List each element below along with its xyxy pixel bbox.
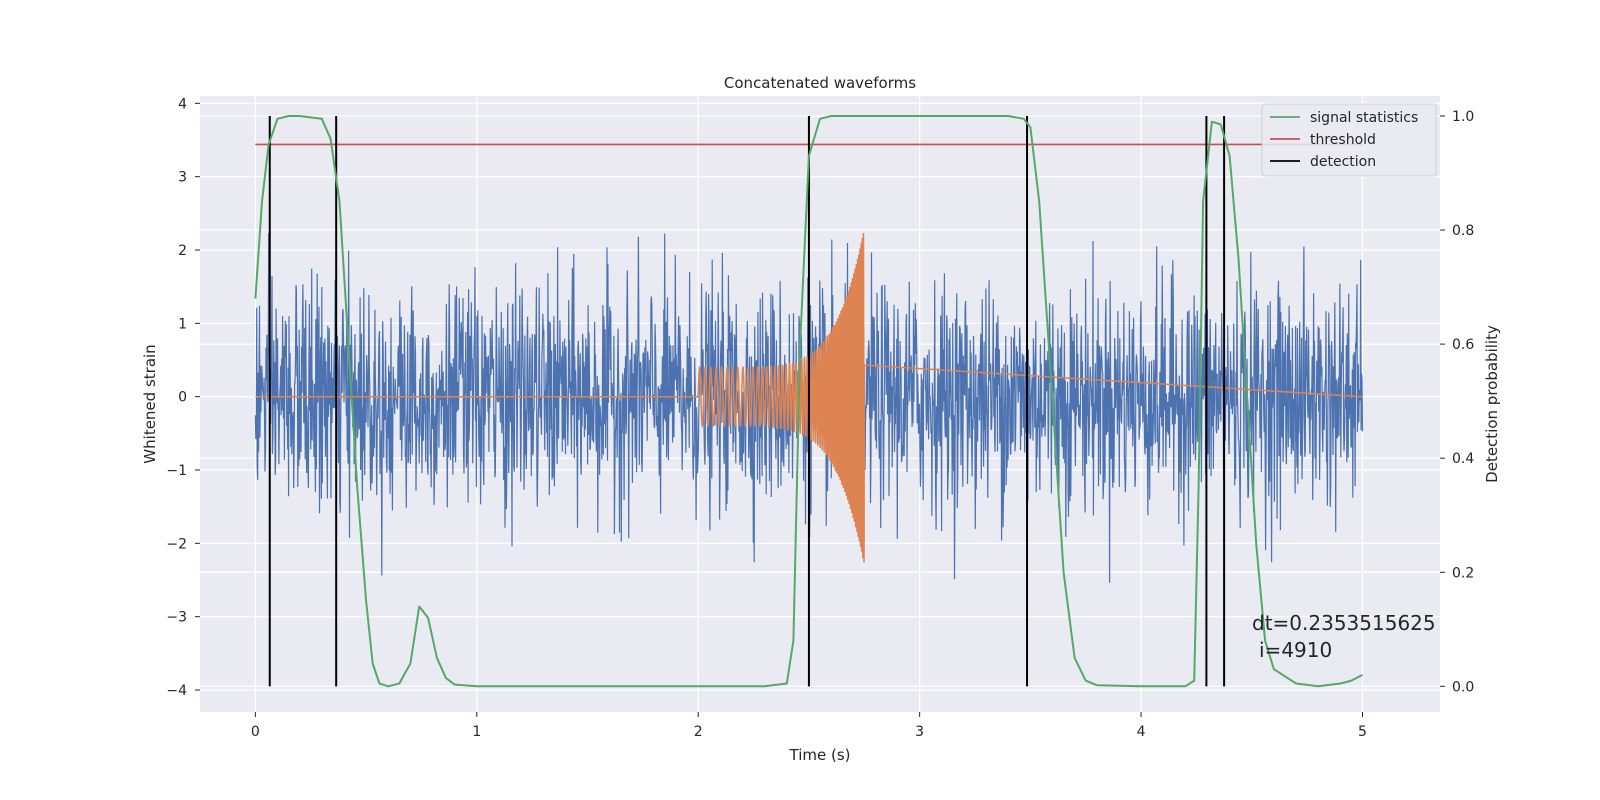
axes: 0 1 2 3 4 5 −4 −3 −2 −1 0 1 2 3 4 0.0 0.2 0.4 0.6 0.8 1.0 (166, 96, 1474, 740)
x-tick-label: 1 (472, 724, 481, 740)
y-tick-label: −3 (166, 610, 187, 626)
y2-tick-label: 0.8 (1452, 223, 1474, 239)
y2-axis-label: Detection probability (1483, 325, 1501, 483)
y-tick-label: −2 (166, 536, 187, 552)
y-tick-label: −1 (166, 463, 187, 479)
y2-tick-label: 0.6 (1452, 337, 1474, 353)
x-tick-label: 0 (251, 724, 260, 740)
legend: signal statistics threshold detection (1261, 103, 1437, 177)
y-axis-label: Whitened strain (141, 344, 159, 463)
injection-series (255, 233, 1363, 563)
y-tick-label: 2 (178, 243, 187, 259)
legend-box (1261, 103, 1437, 177)
probability-layer (254, 115, 1363, 688)
annotation-dt: dt=0.2353515625 (1252, 611, 1436, 635)
y-tick-label: 0 (178, 390, 187, 406)
x-tick-label: 5 (1358, 724, 1367, 740)
y-tick-label: 4 (178, 96, 187, 112)
y-tick-label: 3 (178, 170, 187, 186)
y-tick-label: 1 (178, 316, 187, 332)
x-tick-label: 4 (1137, 724, 1146, 740)
y2-tick-label: 0.0 (1452, 679, 1474, 695)
signal-statistics-line (254, 115, 1363, 688)
legend-signal-statistics-label: signal statistics (1310, 110, 1418, 126)
y2-tick-label: 1.0 (1452, 109, 1474, 125)
chart-title: Concatenated waveforms (724, 74, 916, 92)
x-tick-label: 3 (915, 724, 924, 740)
y2-tick-label: 0.4 (1452, 451, 1474, 467)
y-tick-label: −4 (166, 683, 187, 699)
x-axis-label: Time (s) (789, 746, 851, 764)
legend-threshold-label: threshold (1310, 132, 1376, 148)
injection-line (255, 233, 1363, 563)
x-tick-label: 2 (694, 724, 703, 740)
y2-tick-label: 0.2 (1452, 565, 1474, 581)
legend-detection-label: detection (1310, 154, 1376, 170)
annotation-i: i=4910 (1259, 638, 1332, 662)
